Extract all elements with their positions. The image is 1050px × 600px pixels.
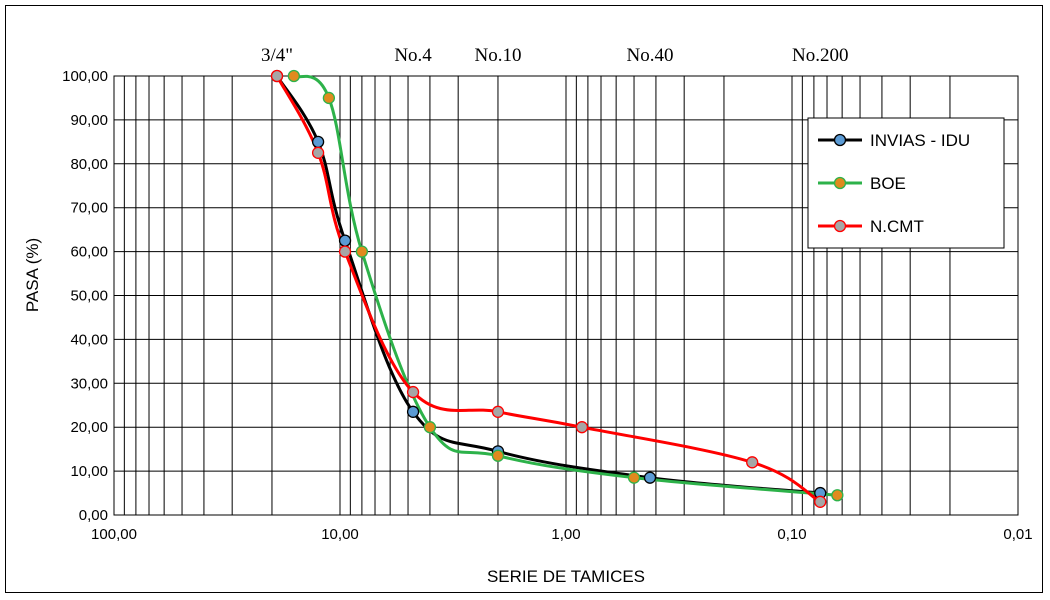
legend-item-n-cmt: N.CMT xyxy=(818,217,924,236)
tick-labels: 0,00 10,00 20,00 30,00 40,00 50,00 60,00 70,00 8… xyxy=(62,68,1032,543)
data-point-invias-idu xyxy=(311,135,325,149)
sieve-label: No.200 xyxy=(792,45,848,66)
x-axis-title: SERIE DE TAMICES xyxy=(487,567,645,586)
data-point-boe xyxy=(831,489,844,502)
data-point-n-cmt xyxy=(270,69,284,83)
legend-marker-boe xyxy=(833,176,847,190)
legend-item-boe: BOE xyxy=(818,174,906,193)
data-point-n-cmt xyxy=(746,456,759,469)
data-point-n-cmt xyxy=(491,405,505,418)
data-point-n-cmt xyxy=(311,146,325,159)
data-point-n-cmt xyxy=(406,385,420,399)
sieve-labels: 3/4" No.4 No.10 No.40 No.200 xyxy=(261,45,849,66)
data-point-boe xyxy=(322,91,336,105)
x-tick-label: 100,00 xyxy=(91,526,137,543)
legend-label-boe: BOE xyxy=(870,174,906,193)
y-tick-label: 30,00 xyxy=(70,375,108,392)
data-point-invias-idu xyxy=(406,405,420,418)
series-group xyxy=(270,69,844,508)
data-point-boe xyxy=(287,69,301,83)
sieve-label: No.10 xyxy=(474,45,521,66)
y-tick-label: 70,00 xyxy=(70,200,108,217)
y-tick-label: 40,00 xyxy=(70,331,108,348)
sieve-label: 3/4" xyxy=(261,45,293,66)
data-point-n-cmt xyxy=(338,245,352,258)
series-line-n-cmt xyxy=(275,75,822,504)
data-point-boe xyxy=(423,421,437,434)
x-tick-label: 0,01 xyxy=(1003,526,1032,543)
data-point-n-cmt xyxy=(814,495,827,508)
y-tick-label: 60,00 xyxy=(70,244,108,261)
data-point-boe xyxy=(491,449,505,462)
data-point-boe xyxy=(627,471,641,484)
plot-area xyxy=(113,75,1019,516)
y-tick-label: 20,00 xyxy=(70,419,108,436)
legend-marker-n-cmt xyxy=(833,219,847,233)
x-tick-label: 10,00 xyxy=(321,526,359,543)
data-point-invias-idu xyxy=(643,471,657,484)
y-tick-label: 50,00 xyxy=(70,288,108,305)
legend: INVIAS - IDU BOE N.CMT xyxy=(807,117,1005,249)
y-tick-label: 0,00 xyxy=(79,507,108,524)
sieve-label: No.40 xyxy=(626,45,673,66)
sieve-label: No.4 xyxy=(394,45,432,66)
y-tick-label: 10,00 xyxy=(70,463,108,480)
legend-marker-invias-idu xyxy=(833,133,847,147)
legend-item-invias-idu: INVIAS - IDU xyxy=(818,131,970,150)
y-tick-label: 100,00 xyxy=(62,68,108,85)
y-tick-label: 80,00 xyxy=(70,156,108,173)
data-point-boe xyxy=(355,245,369,258)
legend-label-n-cmt: N.CMT xyxy=(870,217,924,236)
data-point-n-cmt xyxy=(575,421,589,434)
y-axis-title: PASA (%) xyxy=(23,238,42,312)
chart-frame xyxy=(5,5,1043,593)
data-point-invias-idu xyxy=(338,234,352,247)
x-tick-label: 1,00 xyxy=(551,526,580,543)
legend-label-invias-idu: INVIAS - IDU xyxy=(870,131,970,150)
y-tick-label: 90,00 xyxy=(70,112,108,129)
x-tick-label: 0,10 xyxy=(777,526,806,543)
